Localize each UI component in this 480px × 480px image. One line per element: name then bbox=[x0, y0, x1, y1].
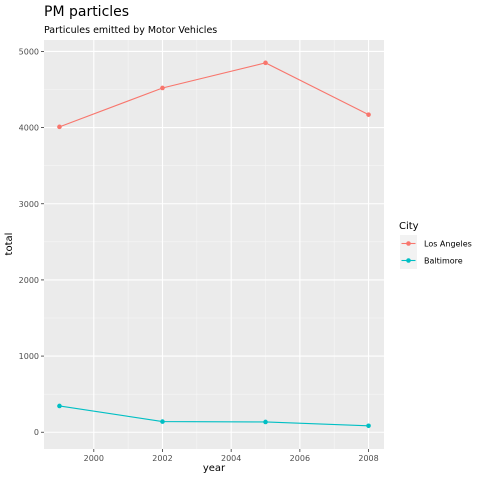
chart-subtitle: Particules emitted by Motor Vehicles bbox=[44, 25, 217, 36]
x-axis-title: year bbox=[203, 463, 226, 474]
data-point-los-angeles bbox=[263, 60, 268, 66]
legend-label-los-angeles: Los Angeles bbox=[424, 240, 472, 249]
x-tick-label: 2006 bbox=[290, 454, 310, 463]
data-point-baltimore bbox=[160, 419, 165, 424]
series-line-los-angeles bbox=[59, 62, 369, 128]
data-point-los-angeles bbox=[57, 124, 62, 130]
legend: City Los Angeles Baltimore bbox=[399, 221, 472, 269]
legend-title: City bbox=[399, 221, 419, 232]
y-tick-label: 3000 bbox=[19, 200, 39, 209]
y-axis-title: total bbox=[4, 233, 15, 256]
minor-gridlines bbox=[44, 40, 384, 449]
y-tick-label: 1000 bbox=[19, 352, 39, 361]
chart-title: PM particles bbox=[44, 4, 129, 20]
legend-key-point-baltimore bbox=[406, 258, 411, 263]
data-point-baltimore bbox=[263, 419, 268, 425]
x-axis-ticks: 2000 2002 2004 2006 2008 bbox=[84, 449, 379, 463]
data-point-baltimore bbox=[366, 423, 371, 429]
y-axis-ticks: 0 1000 2000 3000 4000 5000 bbox=[19, 47, 44, 437]
y-tick-label: 2000 bbox=[19, 276, 39, 285]
major-gridlines bbox=[44, 40, 384, 449]
plot-panel bbox=[44, 40, 384, 449]
x-tick-label: 2008 bbox=[358, 454, 378, 463]
legend-key-point-los-angeles bbox=[406, 241, 411, 246]
series-line-baltimore bbox=[59, 405, 369, 427]
y-tick-label: 4000 bbox=[19, 124, 39, 133]
series-layer bbox=[57, 60, 371, 429]
legend-label-baltimore: Baltimore bbox=[424, 257, 463, 266]
data-point-los-angeles bbox=[366, 112, 371, 117]
data-point-baltimore bbox=[57, 403, 62, 409]
data-point-los-angeles bbox=[160, 85, 165, 91]
y-tick-label: 5000 bbox=[19, 47, 39, 56]
x-tick-label: 2004 bbox=[221, 454, 241, 463]
x-tick-label: 2000 bbox=[84, 454, 104, 463]
y-tick-label: 0 bbox=[34, 428, 39, 437]
x-tick-label: 2002 bbox=[152, 454, 172, 463]
